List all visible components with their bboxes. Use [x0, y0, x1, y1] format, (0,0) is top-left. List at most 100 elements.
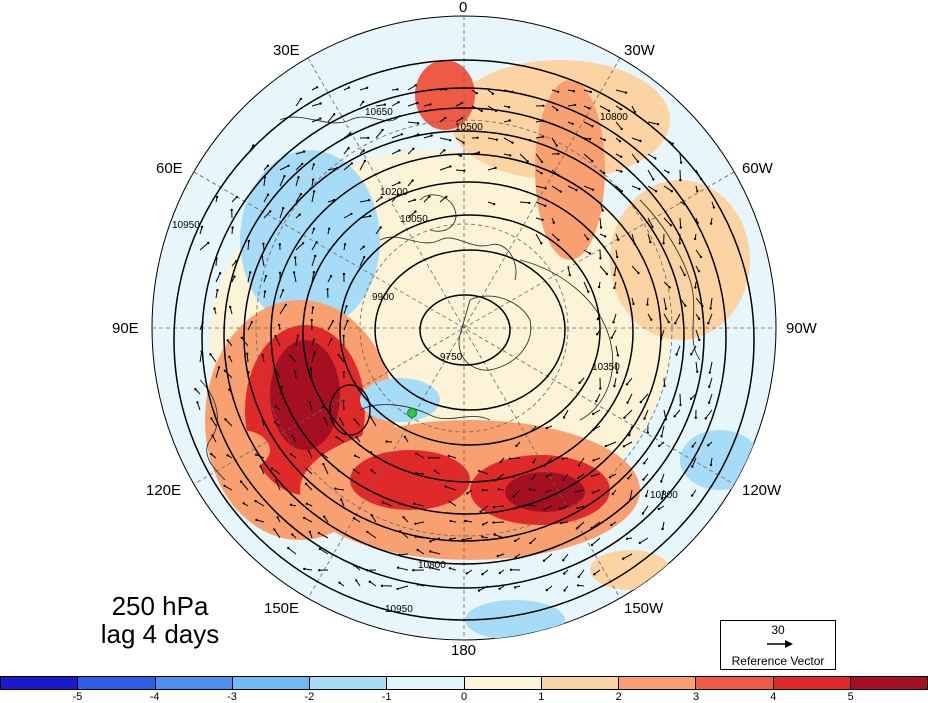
- wind-vector-head: [650, 319, 652, 321]
- wind-vector-head: [634, 111, 636, 113]
- wind-vector-head: [514, 586, 516, 588]
- wind-vector-head: [578, 464, 580, 466]
- wind-vector-head: [330, 338, 332, 340]
- wind-vector-head: [592, 491, 594, 493]
- wind-vector-head: [243, 502, 245, 504]
- wind-vector-head: [280, 386, 282, 388]
- wind-vector-head: [348, 86, 350, 88]
- reference-vector-key: 30 Reference Vector: [720, 620, 836, 670]
- wind-vector-head: [397, 567, 399, 569]
- location-marker: [408, 409, 417, 418]
- wind-vector-head: [302, 242, 304, 244]
- wind-vector-head: [690, 398, 692, 400]
- wind-vector-head: [605, 445, 607, 447]
- wind-vector: [328, 289, 329, 298]
- wind-vector-head: [540, 242, 542, 244]
- wind-vector-head: [667, 171, 669, 173]
- wind-vector-head: [663, 385, 665, 387]
- contour-label: 9900: [372, 292, 395, 303]
- wind-vector-head: [616, 256, 618, 258]
- wind-vector-head: [575, 189, 577, 191]
- wind-vector-head: [215, 257, 217, 259]
- wind-vector-head: [264, 176, 266, 178]
- wind-vector-head: [289, 355, 291, 357]
- colorbar-cell: [156, 677, 233, 689]
- wind-vector-head: [542, 105, 544, 107]
- wind-vector-head: [330, 275, 332, 277]
- wind-vector-head: [314, 351, 316, 353]
- contour-label: 10800: [650, 490, 678, 501]
- anomaly-shade: [610, 180, 750, 340]
- colorbar-cell: [542, 677, 619, 689]
- wind-vector-head: [291, 435, 293, 437]
- wind-vector-head: [577, 477, 579, 479]
- wind-vector-head: [350, 213, 352, 215]
- wind-vector-head: [623, 417, 625, 419]
- wind-vector-head: [590, 91, 592, 93]
- wind-vector-head: [529, 488, 531, 490]
- wind-vector-head: [695, 417, 697, 419]
- wind-vector-head: [396, 588, 398, 590]
- wind-vector-head: [342, 400, 344, 402]
- wind-vector: [680, 394, 681, 405]
- wind-vector-head: [279, 243, 281, 245]
- wind-vector-head: [540, 172, 542, 174]
- wind-vector-head: [301, 163, 303, 165]
- wind-vector-head: [593, 573, 595, 575]
- contour-label: 10650: [365, 107, 393, 118]
- wind-vector-head: [612, 493, 614, 495]
- wind-vector-head: [476, 92, 478, 94]
- wind-vector-head: [674, 322, 676, 324]
- wind-vector: [343, 401, 344, 410]
- wind-vector-head: [591, 125, 593, 127]
- wind-vector-head: [512, 476, 514, 478]
- wind-vector-head: [609, 476, 611, 478]
- wind-vector-head: [612, 321, 614, 323]
- wind-vector-head: [461, 117, 463, 119]
- wind-vector-head: [613, 287, 615, 289]
- wind-vector-head: [319, 117, 321, 119]
- wind-vector-head: [461, 102, 463, 104]
- wind-vector-head: [343, 371, 345, 373]
- wind-vector-head: [575, 491, 577, 493]
- wind-vector-head: [321, 453, 323, 455]
- wind-vector-head: [344, 243, 346, 245]
- wind-vector-head: [560, 522, 562, 524]
- wind-vector-head: [261, 354, 263, 356]
- wind-vector-head: [589, 252, 591, 254]
- wind-vector: [494, 522, 505, 523]
- contour-label: 10950: [385, 604, 413, 615]
- wind-vector-head: [224, 370, 226, 372]
- wind-vector-head: [480, 510, 482, 512]
- wind-vector-head: [665, 308, 667, 310]
- wind-vector-head: [397, 101, 399, 103]
- wind-vector-head: [544, 205, 546, 207]
- wind-vector-head: [196, 401, 198, 403]
- wind-vector-head: [592, 189, 594, 191]
- wind-vector-head: [264, 290, 266, 292]
- wind-vector-head: [430, 134, 432, 136]
- wind-vector-head: [620, 170, 622, 172]
- wind-vector-head: [381, 585, 383, 587]
- wind-vector-head: [604, 235, 606, 237]
- wind-vector-head: [557, 153, 559, 155]
- wind-vector-head: [434, 470, 436, 472]
- wind-vector-head: [604, 139, 606, 141]
- wind-vector-head: [306, 503, 308, 505]
- wind-vector-head: [449, 567, 451, 569]
- wind-vector-head: [546, 491, 548, 493]
- wind-vector-head: [529, 139, 531, 141]
- wind-vector-head: [511, 142, 513, 144]
- wind-vector: [456, 170, 464, 171]
- wind-vector-head: [404, 436, 406, 438]
- wind-vector-head: [654, 157, 656, 159]
- wind-vector-head: [573, 90, 575, 92]
- wind-vector-head: [318, 569, 320, 571]
- wind-vector-head: [592, 459, 594, 461]
- colorbar-tick-label: 5: [848, 691, 854, 703]
- colorbar-cell: [233, 677, 310, 689]
- wind-vector-head: [557, 174, 559, 176]
- wind-vector-head: [495, 110, 497, 112]
- wind-vector-head: [680, 161, 682, 163]
- wind-vector-head: [211, 434, 213, 436]
